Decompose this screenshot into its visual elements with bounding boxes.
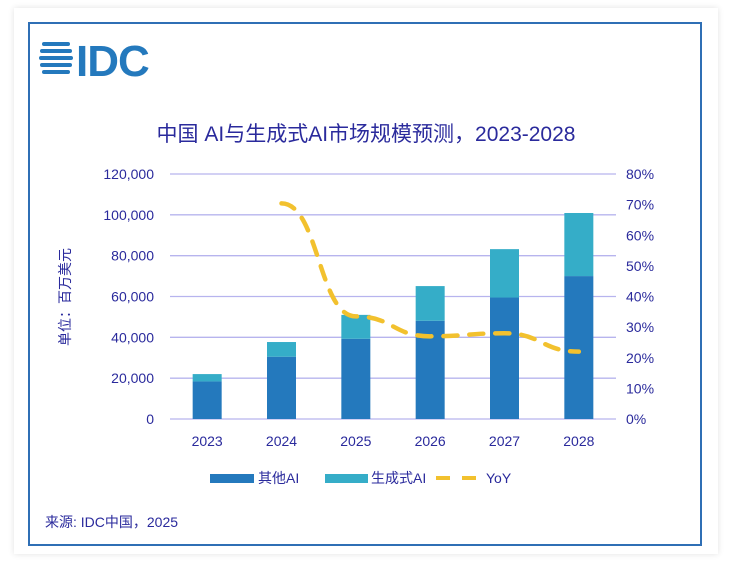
x-tick-label: 2024 bbox=[266, 433, 297, 449]
y2-tick-label: 70% bbox=[626, 197, 654, 213]
y2-tick-label: 80% bbox=[626, 166, 654, 182]
x-tick-label: 2028 bbox=[563, 433, 594, 449]
bar-other-ai-2024 bbox=[267, 356, 296, 419]
bar-genai-2028 bbox=[564, 212, 594, 277]
y-tick-label: 60,000 bbox=[111, 289, 154, 305]
y2-tick-label: 60% bbox=[626, 227, 654, 243]
y-tick-label: 0 bbox=[146, 411, 154, 427]
bar-other-ai-2028 bbox=[564, 276, 594, 419]
x-tick-label: 2023 bbox=[192, 433, 223, 449]
chart-title: 中国 AI与生成式AI市场规模预测，2023-2028 bbox=[157, 123, 576, 146]
legend: 其他AI 生成式AI YoY bbox=[210, 470, 512, 486]
bar-other-ai-2025 bbox=[341, 338, 371, 419]
bar-genai-2023 bbox=[192, 374, 222, 382]
legend-swatch-genai bbox=[325, 474, 368, 483]
y-tick-label: 20,000 bbox=[111, 370, 154, 386]
y-tick-label: 40,000 bbox=[111, 329, 154, 345]
y-tick-label: 120,000 bbox=[103, 166, 154, 182]
x-tick-label: 2025 bbox=[340, 433, 371, 449]
bar-genai-2025 bbox=[341, 314, 371, 339]
y-tick-label: 100,000 bbox=[103, 207, 154, 223]
y2-tick-label: 20% bbox=[626, 350, 654, 366]
idc-logo: IDC bbox=[39, 37, 150, 86]
bar-other-ai-2027 bbox=[490, 297, 519, 419]
legend-label-genai: 生成式AI bbox=[371, 470, 426, 486]
x-tick-label: 2026 bbox=[415, 433, 446, 449]
y2-tick-label: 50% bbox=[626, 258, 654, 274]
legend-label-yoy: YoY bbox=[486, 470, 512, 486]
y2-tick-label: 10% bbox=[626, 380, 654, 396]
legend-swatch-other-ai bbox=[210, 474, 254, 483]
bar-genai-2027 bbox=[490, 249, 519, 298]
bar-genai-2024 bbox=[267, 342, 296, 357]
y2-tick-label: 0% bbox=[626, 411, 646, 427]
bar-genai-2026 bbox=[415, 286, 445, 321]
svg-text:IDC: IDC bbox=[76, 37, 149, 86]
legend-label-other-ai: 其他AI bbox=[258, 470, 299, 486]
y-tick-label: 80,000 bbox=[111, 248, 154, 264]
source-note: 来源: IDC中国，2025 bbox=[45, 514, 178, 530]
bar-other-ai-2023 bbox=[192, 381, 222, 419]
yoy-line bbox=[279, 201, 582, 354]
y-axis-label: 单位：百万美元 bbox=[57, 248, 73, 346]
y2-tick-label: 40% bbox=[626, 289, 654, 305]
y2-tick-label: 30% bbox=[626, 319, 654, 335]
x-tick-label: 2027 bbox=[489, 433, 520, 449]
